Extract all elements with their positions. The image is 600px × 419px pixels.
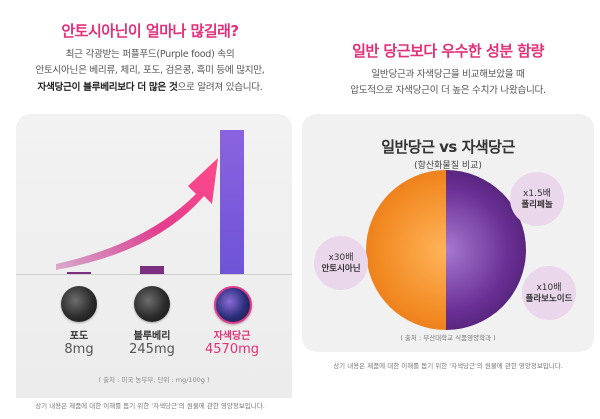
category-label-1: 블루베리	[133, 331, 171, 342]
bar-2	[220, 130, 244, 274]
value-label-2: 4570mg	[205, 342, 259, 357]
right-panel: 일반 당근보다 우수한 성분 함량 일반당근과 자색당근을 비교해보았을 때 압…	[300, 6, 596, 414]
blueberry-icon	[134, 286, 170, 322]
value-label-1: 245mg	[129, 342, 175, 357]
value-label-0: 8mg	[64, 342, 94, 357]
left-footnote: 상기 내용은 제품에 대한 이해를 돕기 위한 '자색당근'의 원물에 관한 영…	[35, 402, 265, 410]
left-desc-highlight: 자색당근이 블루베리보다 더 많은 것	[37, 82, 178, 93]
left-desc-line1: 최근 각광받는 퍼플푸드(Purple food) 속의	[65, 49, 235, 60]
compare-subtitle: (항산화물질 비교)	[414, 161, 482, 171]
left-panel: 안토시아닌이 얼마나 많길래? 최근 각광받는 퍼플푸드(Purple food…	[8, 6, 292, 414]
right-title: 일반 당근보다 우수한 성분 함량	[352, 42, 544, 60]
right-desc-line1: 일반당근과 자색당근을 비교해보았을 때	[371, 69, 525, 80]
bubble-mult-0: x30배	[328, 252, 354, 263]
category-label-0: 포도	[69, 331, 89, 342]
category-label-2: 자색당근	[213, 331, 251, 342]
trend-arrow	[56, 158, 218, 270]
baseline	[16, 274, 292, 275]
left-title: 안토시아닌이 얼마나 많길래?	[61, 22, 239, 40]
carrot-cross-section-image	[366, 170, 526, 330]
grape-icon	[61, 286, 97, 322]
bar-0	[67, 272, 91, 274]
bubble-name-1: 폴리페놀	[521, 199, 553, 210]
bubble-mult-2: x10배	[536, 282, 562, 293]
flavonoid-bubble: x10배 플라보노이드	[522, 266, 576, 320]
left-desc-line2: 안토시아닌은 베리류, 체리, 포도, 검은콩, 흑미 등에 많지만,	[35, 65, 265, 76]
right-source: ( 출처 : 부산대학교 식품영양학과 )	[400, 334, 496, 342]
compare-card: 일반당근 vs 자색당근 (항산화물질 비교) x30배 안토시아닌 x1.5배…	[302, 114, 594, 352]
left-source: ( 출처 : 미국 농무부, 단위 : mg/100g )	[98, 376, 210, 384]
left-desc-line3: 자색당근이 블루베리보다 더 많은 것으로 알려져 있습니다.	[8, 79, 292, 93]
polyphenol-bubble: x1.5배 폴리페놀	[510, 172, 564, 226]
bar-1	[140, 266, 164, 274]
bubble-name-2: 플라보노이드	[525, 293, 573, 304]
anthocyanin-bubble: x30배 안토시아닌	[314, 236, 368, 290]
purple-carrot-icon	[214, 286, 252, 324]
right-footnote: 상기 내용은 제품에 대한 이해를 돕기 위한 '자색당근'의 원물에 관한 영…	[333, 362, 563, 370]
compare-title: 일반당근 vs 자색당근	[381, 138, 515, 156]
left-desc-rest: 으로 알려져 있습니다.	[177, 82, 263, 93]
bubble-mult-1: x1.5배	[523, 188, 551, 199]
right-desc-line2: 압도적으로 자색당근이 더 높은 수치가 나왔습니다.	[350, 85, 546, 96]
bubble-name-0: 안토시아닌	[321, 263, 361, 274]
orange-carrot-half	[366, 170, 446, 330]
anthocyanin-chart: 포도 블루베리 자색당근 8mg 245mg 4570mg	[16, 114, 292, 398]
